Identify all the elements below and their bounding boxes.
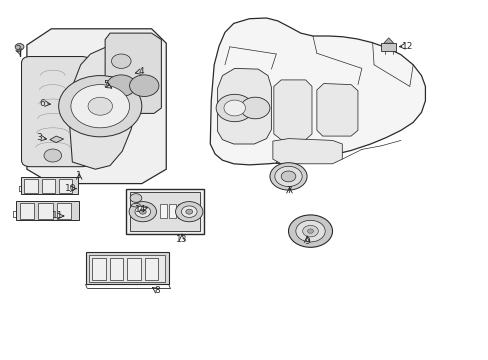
Circle shape <box>274 166 302 186</box>
Bar <box>144 258 158 280</box>
Circle shape <box>111 54 131 68</box>
Polygon shape <box>210 18 425 165</box>
Polygon shape <box>272 139 342 164</box>
Circle shape <box>295 220 325 242</box>
Bar <box>57 203 71 219</box>
Bar <box>92 258 105 280</box>
Circle shape <box>129 75 159 96</box>
Polygon shape <box>27 29 166 184</box>
Bar <box>20 177 78 194</box>
Polygon shape <box>50 136 63 143</box>
Bar <box>129 192 200 231</box>
Bar <box>127 258 141 280</box>
Circle shape <box>129 202 156 222</box>
Text: 6: 6 <box>39 99 45 108</box>
Circle shape <box>139 209 146 214</box>
Bar <box>160 204 166 218</box>
Polygon shape <box>383 38 393 43</box>
Circle shape <box>130 194 142 202</box>
Text: 11: 11 <box>52 211 63 220</box>
Bar <box>381 43 395 51</box>
Circle shape <box>181 206 197 217</box>
Circle shape <box>185 209 192 214</box>
Bar <box>20 203 34 219</box>
Bar <box>38 203 53 219</box>
Bar <box>178 204 184 218</box>
Text: 12: 12 <box>401 41 412 50</box>
Circle shape <box>307 229 313 233</box>
Circle shape <box>269 163 306 190</box>
Circle shape <box>224 100 245 116</box>
Bar <box>126 189 204 234</box>
Circle shape <box>71 85 129 128</box>
FancyBboxPatch shape <box>21 57 90 167</box>
Bar <box>24 179 38 193</box>
Bar <box>186 204 193 218</box>
Bar <box>89 255 165 282</box>
Text: 10: 10 <box>65 184 77 193</box>
Circle shape <box>240 97 269 119</box>
Polygon shape <box>69 47 139 169</box>
Circle shape <box>88 97 112 115</box>
Circle shape <box>288 215 332 247</box>
Bar <box>169 204 175 218</box>
Polygon shape <box>217 68 271 144</box>
Polygon shape <box>105 33 161 113</box>
Circle shape <box>44 149 61 162</box>
Circle shape <box>281 171 295 182</box>
Circle shape <box>216 94 253 122</box>
Text: 3: 3 <box>36 133 42 142</box>
Text: 13: 13 <box>176 235 187 244</box>
Circle shape <box>59 76 142 137</box>
Text: 8: 8 <box>154 287 160 295</box>
Text: 2: 2 <box>16 45 21 54</box>
Ellipse shape <box>131 203 140 207</box>
Circle shape <box>135 206 150 217</box>
Text: 5: 5 <box>103 80 109 89</box>
Bar <box>85 252 168 284</box>
Bar <box>41 179 55 193</box>
Text: 7: 7 <box>286 186 292 194</box>
Bar <box>109 258 123 280</box>
Bar <box>59 179 72 193</box>
Circle shape <box>302 225 318 237</box>
Polygon shape <box>316 84 357 136</box>
Text: 1: 1 <box>76 171 82 180</box>
Text: 4: 4 <box>139 67 144 76</box>
Polygon shape <box>273 80 311 140</box>
Text: 9: 9 <box>304 238 309 246</box>
Circle shape <box>175 202 203 222</box>
Circle shape <box>15 44 24 50</box>
Bar <box>16 201 79 220</box>
Text: 14: 14 <box>135 205 146 214</box>
Circle shape <box>106 75 136 96</box>
